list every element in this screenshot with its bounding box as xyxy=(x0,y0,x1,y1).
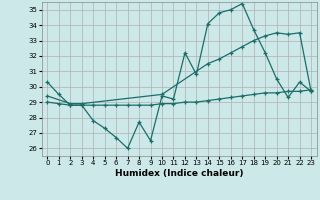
X-axis label: Humidex (Indice chaleur): Humidex (Indice chaleur) xyxy=(115,169,244,178)
